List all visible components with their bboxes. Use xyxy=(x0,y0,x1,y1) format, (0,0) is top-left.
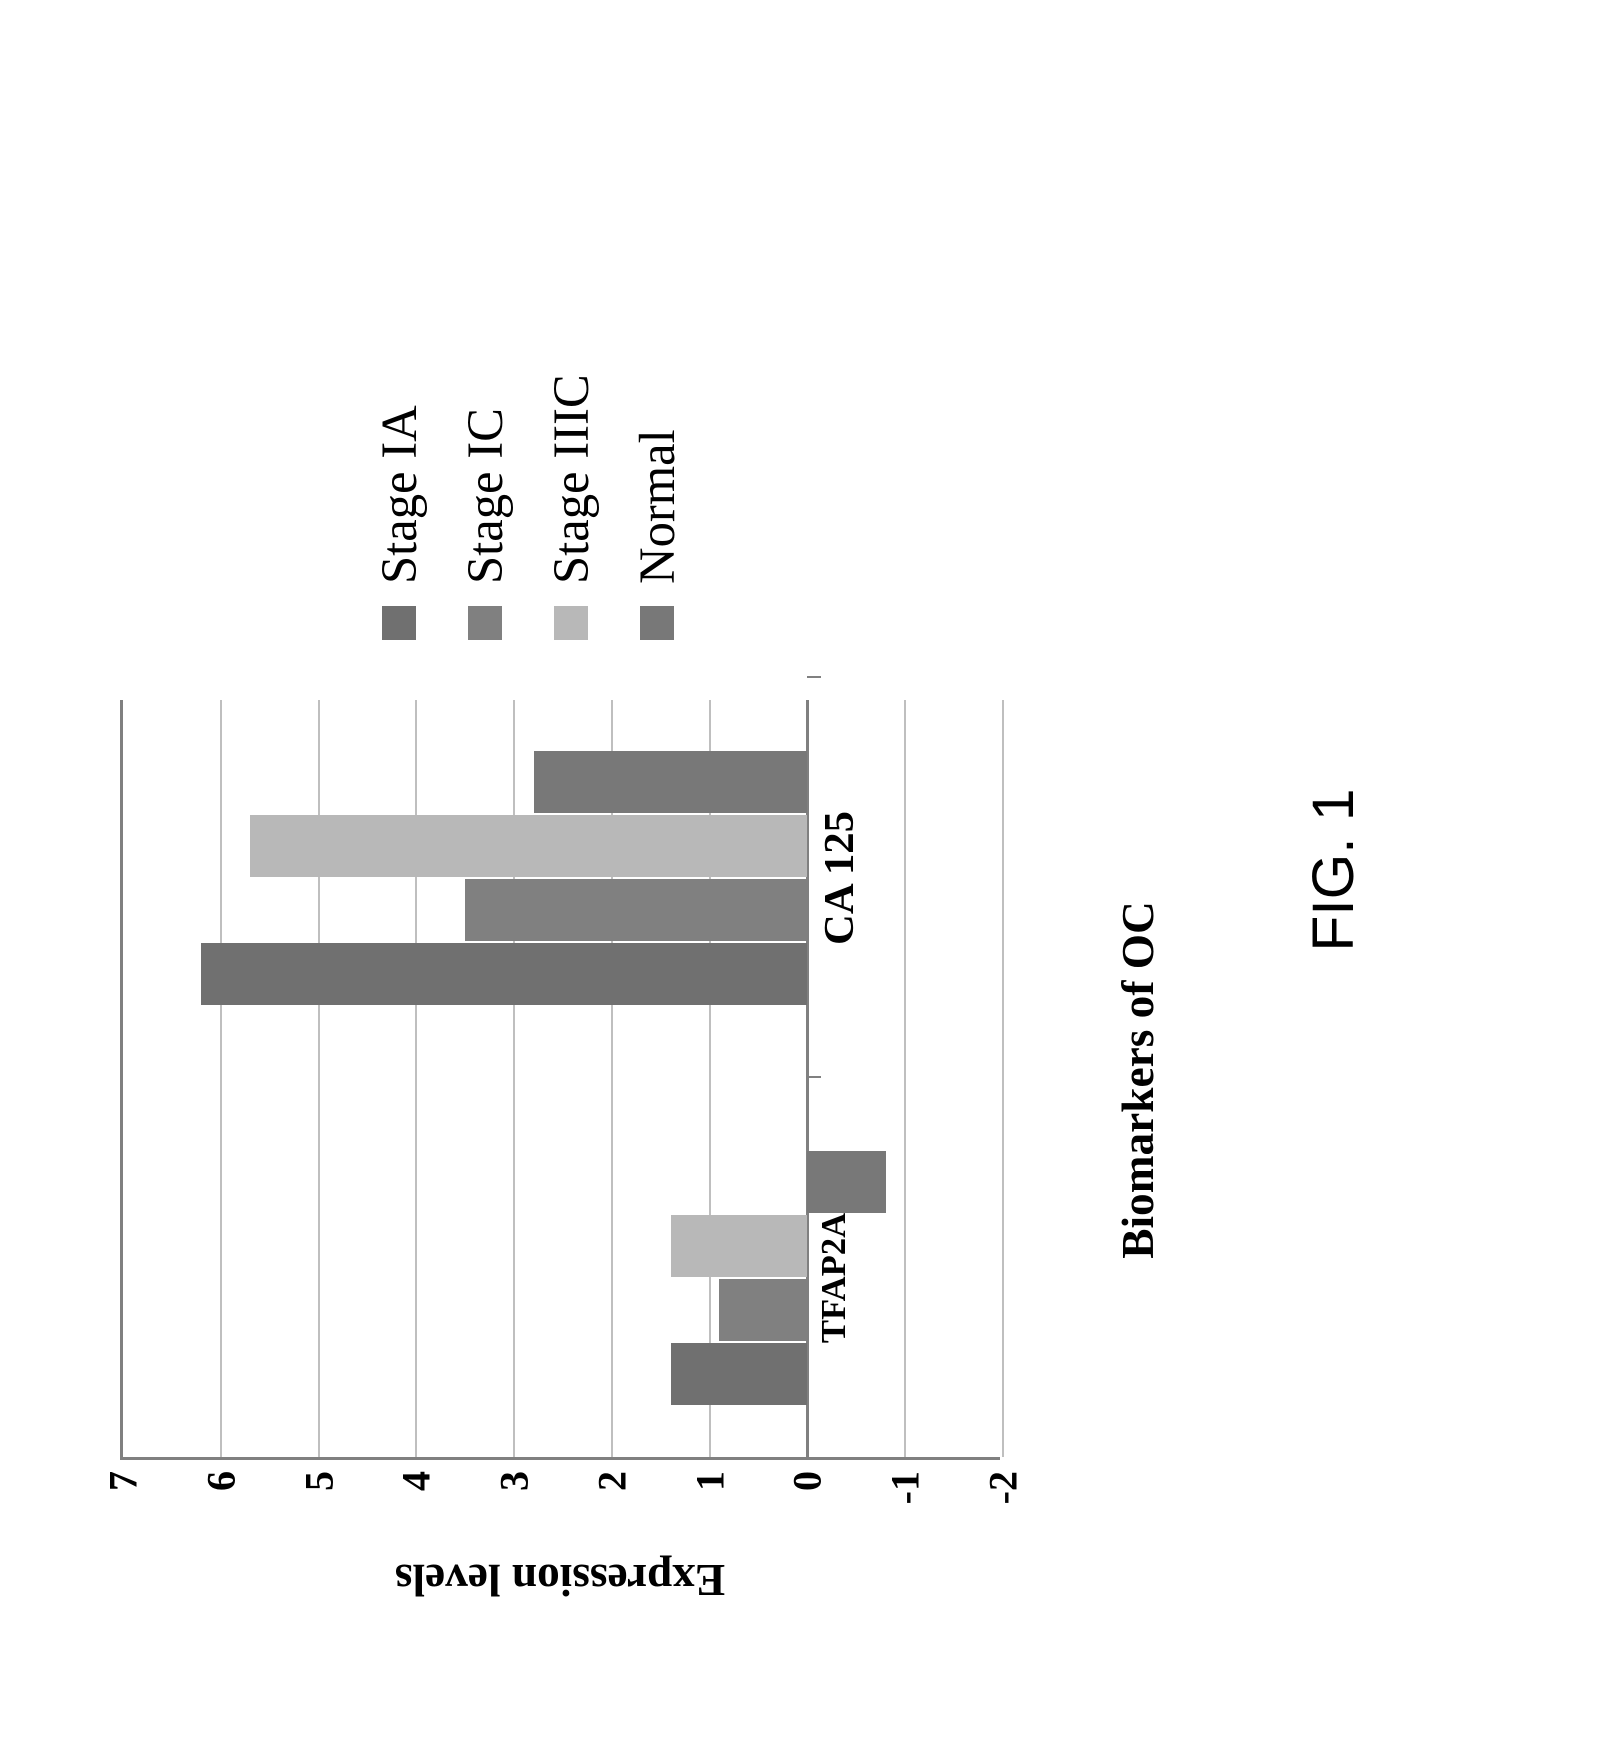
bar xyxy=(534,751,808,813)
x-tick xyxy=(807,676,821,678)
gridline xyxy=(513,700,515,1457)
legend-swatch xyxy=(554,606,588,640)
legend-item: Stage IA xyxy=(370,374,428,640)
y-tick-label: -2 xyxy=(980,1457,1027,1504)
gridline xyxy=(904,700,906,1457)
y-tick-label: 0 xyxy=(784,1457,831,1491)
legend-label: Stage IIIC xyxy=(542,374,600,584)
chart-legend: Stage IA Stage IC Stage IIIC Normal xyxy=(370,374,714,640)
legend-label: Stage IA xyxy=(370,405,428,584)
legend-swatch xyxy=(382,606,416,640)
legend-label: Stage IC xyxy=(456,408,514,584)
rotated-figure-stage: -2 -1 0 1 2 3 4 5 6 7 TFAP2A CA 125 Expression leve… xyxy=(0,0,1619,1740)
legend-item: Stage IC xyxy=(456,374,514,640)
bar xyxy=(201,943,807,1005)
y-tick-label: 2 xyxy=(588,1457,635,1491)
bar xyxy=(465,879,807,941)
legend-swatch xyxy=(468,606,502,640)
plot-area: -2-101234567TFAP2ACA 125 xyxy=(120,700,1000,1460)
gridline xyxy=(318,700,320,1457)
y-tick-label: 3 xyxy=(491,1457,538,1491)
y-tick-label: 6 xyxy=(197,1457,244,1491)
gridline xyxy=(611,700,613,1457)
y-tick-label: -1 xyxy=(882,1457,929,1504)
figure-caption: FIG. 1 xyxy=(1300,789,1367,952)
x-tick xyxy=(807,1076,821,1078)
legend-swatch xyxy=(640,606,674,640)
legend-label: Normal xyxy=(628,429,686,584)
y-tick-label: 5 xyxy=(295,1457,342,1491)
y-tick-label: 1 xyxy=(686,1457,733,1491)
gridline xyxy=(415,700,417,1457)
x-category-label: TFAP2A xyxy=(807,1213,854,1343)
y-tick-label: 7 xyxy=(100,1457,147,1491)
gridline xyxy=(220,700,222,1457)
bar xyxy=(807,1151,885,1213)
bar xyxy=(671,1343,808,1405)
y-axis-title: Expression levels xyxy=(395,1554,725,1606)
y-tick-label: 4 xyxy=(393,1457,440,1491)
x-category-label: CA 125 xyxy=(807,811,864,945)
bar xyxy=(671,1215,808,1277)
legend-item: Normal xyxy=(628,374,686,640)
bar xyxy=(719,1279,807,1341)
gridline xyxy=(1002,700,1004,1457)
legend-item: Stage IIIC xyxy=(542,374,600,640)
x-axis-title: Biomarkers of OC xyxy=(1112,901,1164,1259)
bar xyxy=(250,815,807,877)
